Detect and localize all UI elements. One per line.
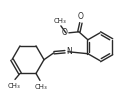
Text: O: O (78, 12, 84, 21)
Text: CH₃: CH₃ (8, 83, 20, 89)
Text: N: N (67, 47, 72, 56)
Text: CH₃: CH₃ (53, 18, 66, 24)
Text: O: O (62, 28, 68, 37)
Text: CH₃: CH₃ (35, 84, 47, 90)
